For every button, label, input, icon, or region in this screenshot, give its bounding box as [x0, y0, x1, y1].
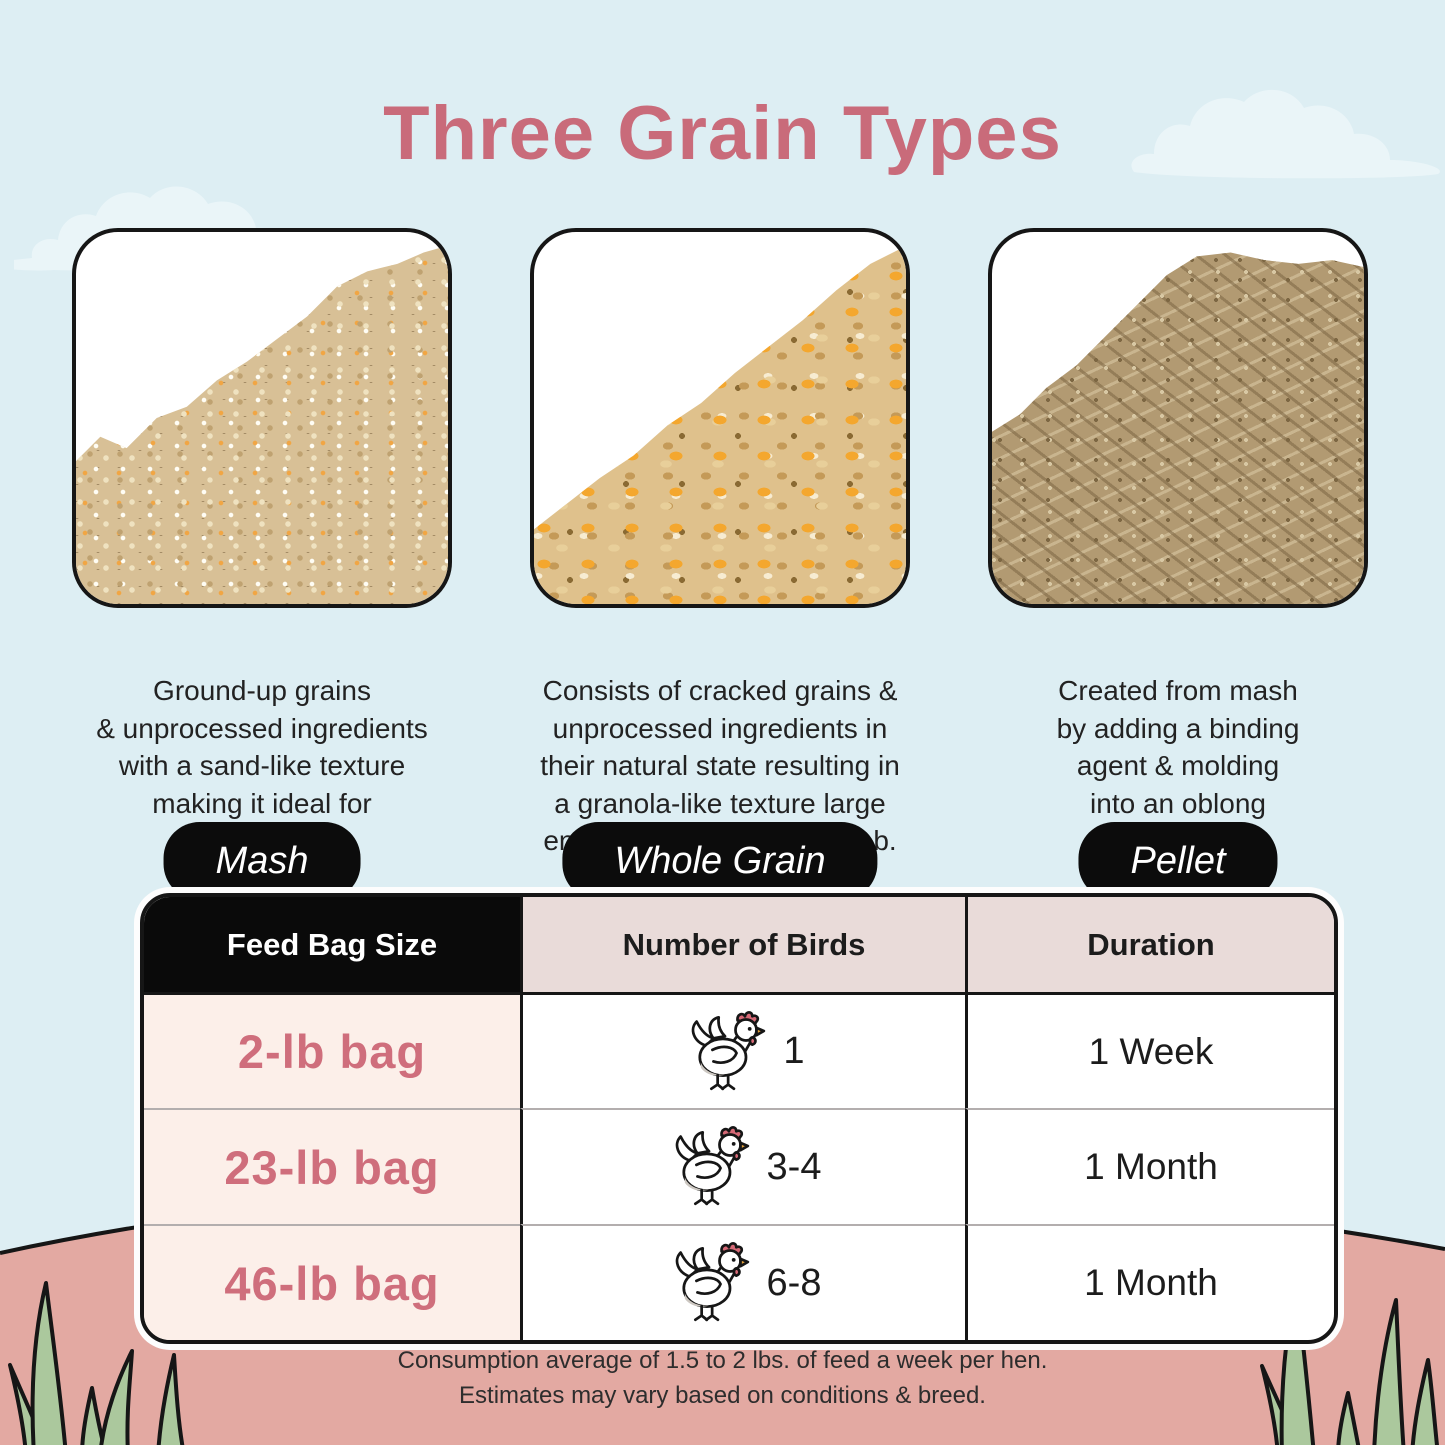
grain-col-pellet: Pellet Created from mash by adding a bin… [988, 228, 1368, 900]
bird-count: 3-4 [766, 1145, 822, 1188]
pellet-grain-image [992, 252, 1364, 604]
hen-icon [692, 1010, 766, 1090]
pellet-label-badge: Pellet [1078, 821, 1278, 900]
whole-grain-image [534, 245, 906, 604]
bird-count: 1 [783, 1030, 805, 1072]
table-row-2-bag: 23-lb bag [144, 1108, 520, 1224]
footnote-line-1: Consumption average of 1.5 to 2 lbs. of … [397, 1347, 1048, 1374]
whole-grain-photo-card [530, 228, 910, 608]
bird-count: 6-8 [766, 1261, 822, 1304]
table-row-2-birds: 3-4 [520, 1108, 965, 1224]
footnote: Consumption average of 1.5 to 2 lbs. of … [0, 1343, 1445, 1413]
mash-grain-image [76, 245, 448, 604]
hen-icon [675, 1242, 749, 1322]
grain-col-whole-grain: Whole Grain Consists of cracked grains &… [530, 228, 910, 900]
cloud-right [1131, 89, 1440, 179]
table-row-2-duration: 1 Month [965, 1108, 1334, 1224]
table-row-3-duration: 1 Month [965, 1224, 1334, 1340]
feed-table: Feed Bag Size Number of Birds Duration 2… [140, 893, 1338, 1344]
hen-icon [675, 1126, 749, 1206]
grass-left [8, 1281, 185, 1445]
table-row-1-bag: 2-lb bag [144, 992, 520, 1108]
header-number-of-birds: Number of Birds [520, 897, 965, 992]
header-duration: Duration [965, 897, 1334, 992]
mash-photo-card [72, 228, 452, 608]
table-row-3-birds: 6-8 [520, 1224, 965, 1340]
grain-col-mash: Mash Ground-up grains & unprocessed ingr… [72, 228, 452, 900]
table-row-3-bag: 46-lb bag [144, 1224, 520, 1340]
page-title: Three Grain Types [383, 91, 1062, 176]
footnote-line-2: Estimates may vary based on conditions &… [459, 1382, 986, 1409]
pellet-photo-card [988, 228, 1368, 608]
whole-grain-label-badge: Whole Grain [562, 821, 878, 900]
mash-label-badge: Mash [163, 821, 361, 900]
table-row-1-birds: 1 [520, 992, 965, 1108]
header-feed-bag-size: Feed Bag Size [144, 897, 520, 992]
grain-cards-row: Mash Ground-up grains & unprocessed ingr… [72, 228, 1368, 900]
table-row-1-duration: 1 Week [965, 992, 1334, 1108]
